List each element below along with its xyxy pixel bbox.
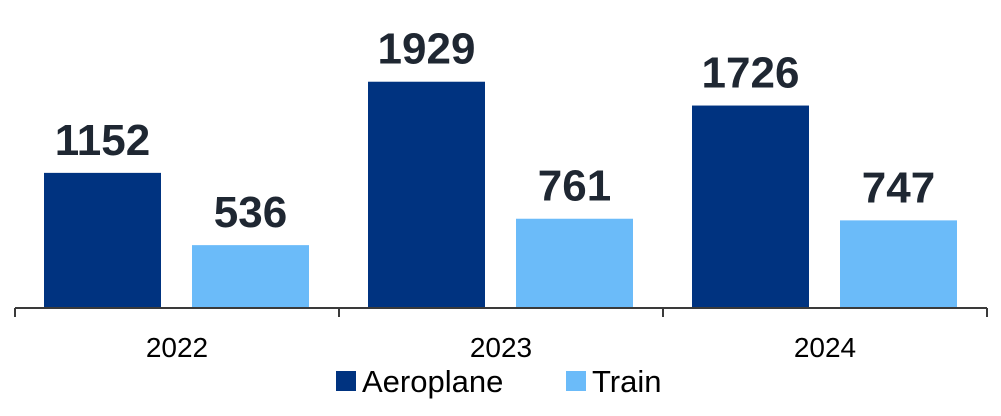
value-labels-group: 1152 536 1929 761 1726 747 [55, 25, 935, 237]
value-label-aeroplane-2022: 1152 [55, 116, 150, 165]
bar-aeroplane-2022 [44, 172, 161, 308]
x-axis [14, 307, 988, 317]
x-tick-labels-group: 2022 2023 2024 [146, 332, 856, 363]
x-tick-label-2022: 2022 [146, 332, 208, 363]
x-tick-label-2023: 2023 [470, 332, 532, 363]
value-label-train-2023: 761 [538, 162, 611, 211]
x-tick-label-2024: 2024 [794, 332, 856, 363]
bar-aeroplane-2023 [368, 81, 485, 308]
bar-aeroplane-2024 [692, 105, 809, 309]
value-label-aeroplane-2024: 1726 [702, 49, 800, 98]
legend-label-aeroplane: Aeroplane [362, 364, 503, 399]
legend-swatch-train [566, 371, 586, 391]
legend-swatch-aeroplane [336, 371, 356, 391]
legend-label-train: Train [592, 364, 661, 399]
bars-group [44, 81, 957, 309]
bar-train-2023 [516, 218, 633, 308]
bar-train-2022 [192, 245, 309, 308]
value-label-aeroplane-2023: 1929 [378, 25, 476, 74]
bar-train-2024 [840, 220, 957, 308]
value-label-train-2024: 747 [862, 163, 935, 212]
value-label-train-2022: 536 [214, 188, 287, 237]
legend: Aeroplane Train [336, 364, 661, 399]
